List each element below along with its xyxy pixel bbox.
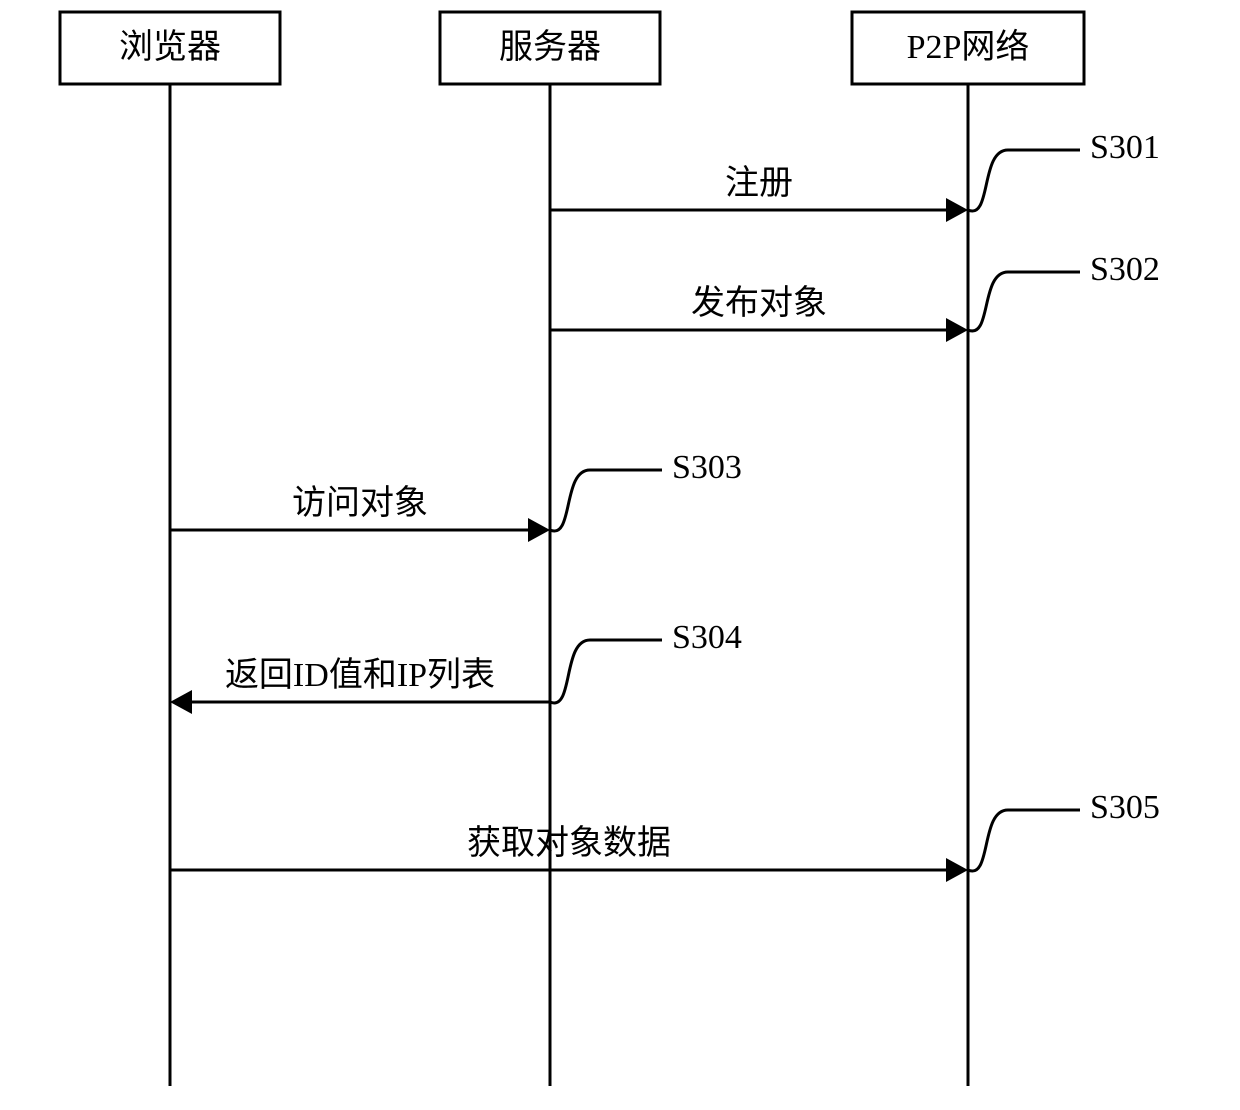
message-label-1: 发布对象: [691, 284, 827, 322]
step-label-S301: S301: [1090, 129, 1160, 166]
message-label-2: 访问对象: [292, 484, 428, 522]
message-arrowhead-2: [528, 518, 550, 542]
step-label-S302: S302: [1090, 251, 1160, 288]
message-arrowhead-4: [946, 858, 968, 882]
step-leader-S304: [550, 640, 662, 703]
step-label-S303: S303: [672, 449, 742, 486]
message-label-4: 获取对象数据: [467, 824, 671, 862]
participant-label-browser: 浏览器: [119, 28, 221, 66]
message-label-3: 返回ID值和IP列表: [225, 656, 495, 694]
step-leader-S301: [968, 150, 1080, 211]
step-leader-S302: [968, 272, 1080, 331]
message-label-0: 注册: [725, 164, 793, 202]
sequence-diagram: 浏览器 服务器 P2P网络注册发布对象访问对象返回ID值和IP列表获取对象数据 S30…: [0, 0, 1240, 1110]
message-arrowhead-0: [946, 198, 968, 222]
participant-label-server: 服务器: [499, 28, 601, 66]
step-leader-S303: [550, 470, 662, 531]
message-arrowhead-3: [170, 690, 192, 714]
step-label-S305: S305: [1090, 789, 1160, 826]
step-label-S304: S304: [672, 619, 742, 656]
step-leader-S305: [968, 810, 1080, 871]
message-arrowhead-1: [946, 318, 968, 342]
participant-label-p2p: P2P网络: [907, 28, 1030, 66]
